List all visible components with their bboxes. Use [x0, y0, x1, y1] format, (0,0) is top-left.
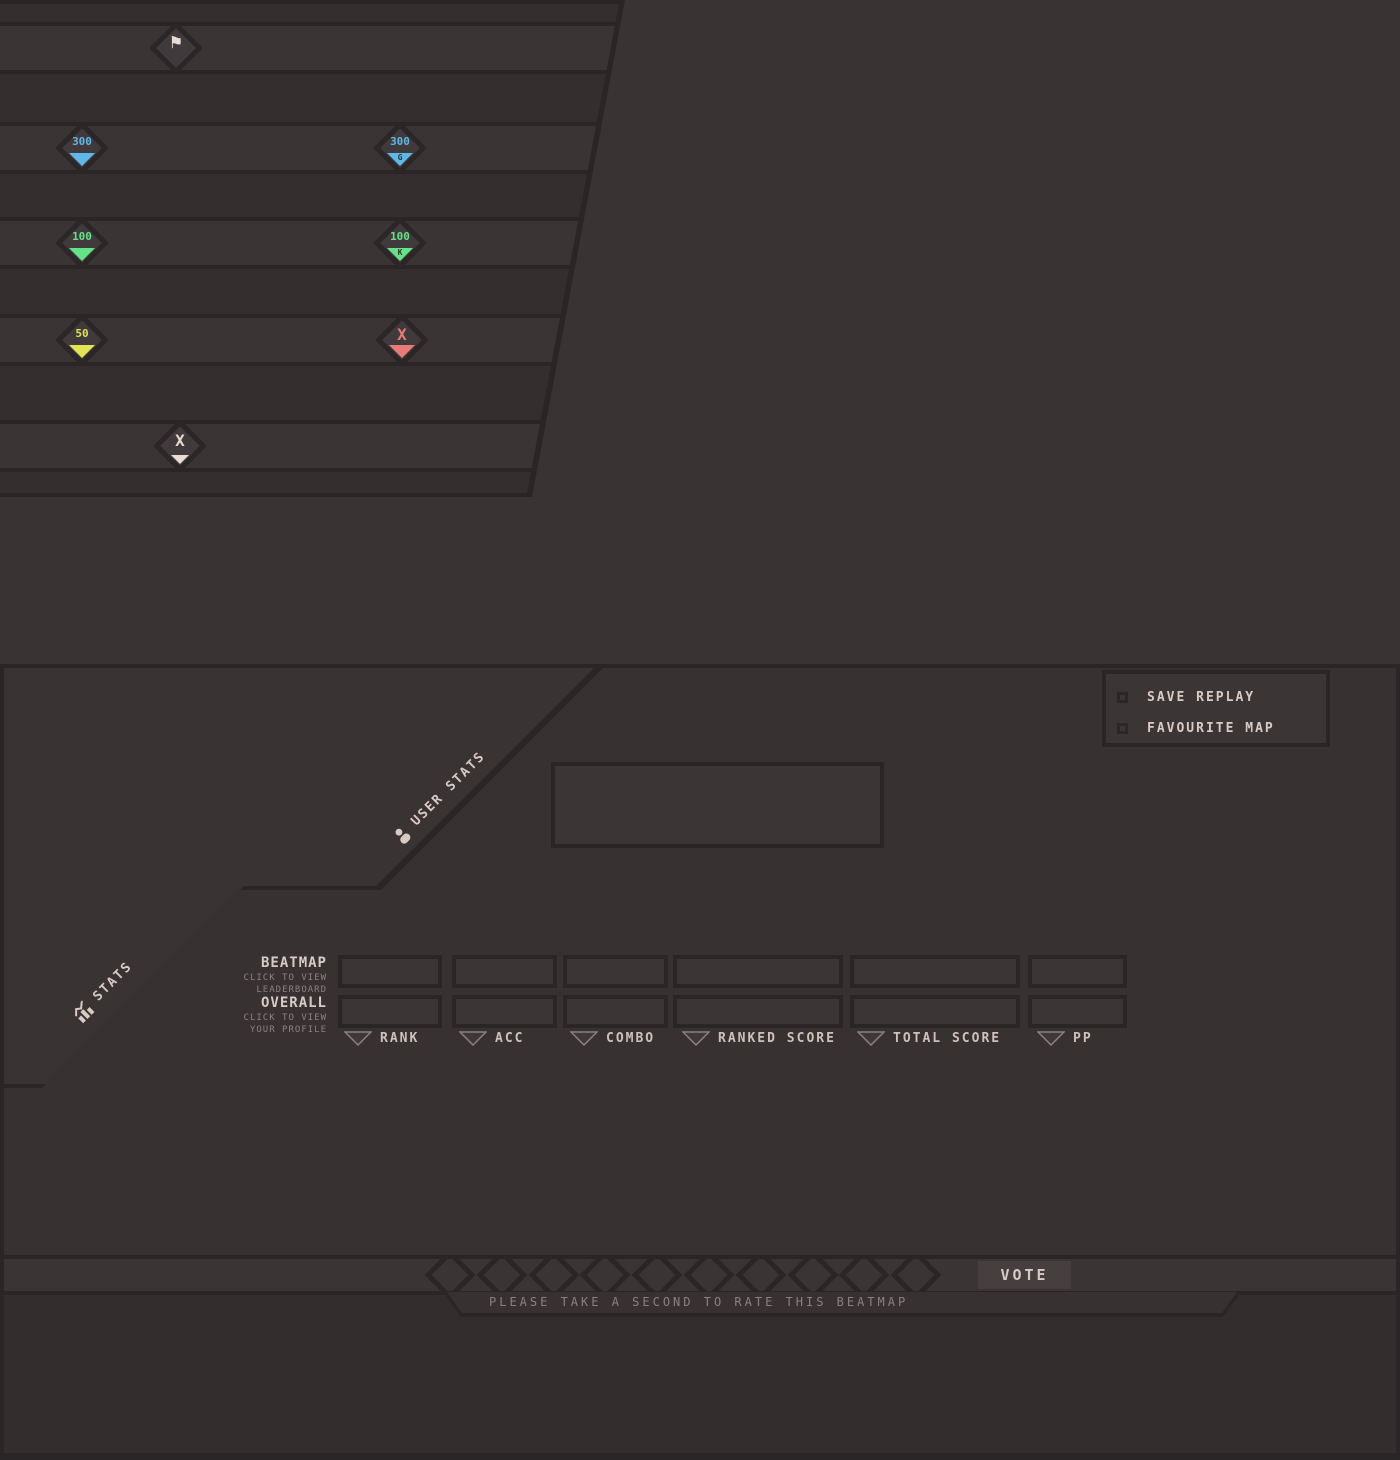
overall-ranked-score-cell	[673, 995, 843, 1028]
hit-300-label: 300	[72, 135, 92, 148]
vote-star-diamond[interactable]	[735, 1259, 787, 1291]
overall-acc-cell	[452, 995, 557, 1028]
beatmap-ranked-score-cell	[673, 955, 843, 988]
slider-break-diamond: X	[152, 418, 208, 478]
diamond-shape	[55, 313, 109, 367]
overall-rank-cell	[338, 995, 442, 1028]
overall-combo-cell	[563, 995, 668, 1028]
bottom-band	[4, 1295, 1396, 1453]
vote-star-diamond[interactable]	[838, 1259, 890, 1291]
user-stats-section-label: USER STATS	[391, 700, 537, 846]
person-icon	[391, 824, 414, 847]
vote-star-diamond[interactable]	[683, 1259, 735, 1291]
overall-pp-cell	[1028, 995, 1127, 1028]
vote-star-diamond[interactable]	[579, 1259, 631, 1291]
hit-300-marker	[69, 153, 95, 166]
save-replay-label: SAVE REPLAY	[1147, 690, 1256, 705]
favourite-map-button[interactable]: FAVOURITE MAP	[1117, 713, 1326, 744]
beatmap-title: BEATMAP	[260, 955, 327, 971]
hit-50-marker	[69, 345, 95, 358]
column-pp: PP	[1037, 1030, 1093, 1046]
beatmap-total-score-cell	[850, 955, 1020, 988]
vote-star-diamond[interactable]	[424, 1259, 476, 1291]
diamond-shape	[55, 121, 109, 175]
hit-100-label: 100	[72, 230, 92, 243]
chevron-down-icon	[682, 1030, 710, 1046]
column-rank: RANK	[344, 1030, 419, 1046]
vote-star-diamond[interactable]	[890, 1259, 942, 1291]
beatmap-pp-cell	[1028, 955, 1127, 988]
slider-break-marker	[171, 455, 189, 464]
slider-break-label: X	[175, 431, 185, 450]
beatmap-acc-cell	[452, 955, 557, 988]
column-combo: COMBO	[570, 1030, 655, 1046]
action-panel: SAVE REPLAY FAVOURITE MAP	[1102, 670, 1330, 747]
vote-star-diamond[interactable]	[476, 1259, 528, 1291]
vote-stars	[4, 1259, 1396, 1291]
overall-total-score-cell	[850, 995, 1020, 1028]
chevron-down-icon	[459, 1030, 487, 1046]
rate-prompt-text: PLEASE TAKE A SECOND TO RATE THIS BEATMA…	[447, 1292, 1237, 1313]
user-box	[551, 762, 884, 848]
column-total-score: TOTAL SCORE	[857, 1030, 1001, 1046]
favourite-map-checkbox-icon	[1117, 723, 1128, 734]
stats-section: USER STATS STATS	[0, 664, 1400, 1460]
column-acc: ACC	[459, 1030, 524, 1046]
column-ranked-score: RANKED SCORE	[682, 1030, 836, 1046]
stats-section-label: STATS	[70, 913, 181, 1024]
diamond-shape	[55, 216, 109, 270]
bar-chart-icon	[70, 999, 95, 1024]
hit-100k-marker	[387, 248, 413, 261]
miss-diamond: X	[374, 312, 430, 372]
vote-button[interactable]: VOTE	[978, 1261, 1071, 1289]
flag-icon: ⚑	[170, 31, 182, 53]
diamond-shape	[373, 121, 427, 175]
hit-300g-label: 300	[390, 135, 410, 148]
stats-section-inner: USER STATS STATS	[4, 668, 1396, 1453]
overall-row-label[interactable]: OVERALL CLICK TO VIEW YOUR PROFILE	[164, 995, 327, 1036]
beatmap-subtitle: CLICK TO VIEW LEADERBOARD	[243, 973, 327, 995]
divider-line	[4, 1255, 1396, 1259]
vote-star-diamond[interactable]	[787, 1259, 839, 1291]
hit-300-diamond: 300	[54, 120, 110, 180]
hit-100k-label: 100	[390, 230, 410, 243]
hit-100-marker	[69, 248, 95, 261]
save-replay-button[interactable]: SAVE REPLAY	[1117, 682, 1326, 713]
chevron-down-icon	[570, 1030, 598, 1046]
hit-100k-suffix: K	[397, 248, 403, 257]
beatmap-row-label[interactable]: BEATMAP CLICK TO VIEW LEADERBOARD	[164, 955, 327, 996]
max-combo-diamond: ⚑	[148, 20, 204, 80]
vote-star-diamond[interactable]	[631, 1259, 683, 1291]
hit-100k-diamond: 100 K	[372, 215, 428, 275]
rate-prompt-banner: PLEASE TAKE A SECOND TO RATE THIS BEATMA…	[443, 1292, 1241, 1317]
miss-label: X	[397, 325, 407, 344]
overall-title: OVERALL	[260, 995, 327, 1011]
favourite-map-label: FAVOURITE MAP	[1147, 721, 1275, 736]
diamond-shape	[373, 216, 427, 270]
hit-300g-suffix: G	[397, 153, 403, 162]
miss-marker	[389, 345, 415, 358]
hit-50-label: 50	[75, 327, 89, 340]
hit-300g-marker	[387, 153, 413, 166]
hit-100-diamond: 100	[54, 215, 110, 275]
beatmap-rank-cell	[338, 955, 442, 988]
hit-judgment-panel: ⚑ 300 300 G 100 100 K	[0, 0, 625, 497]
save-replay-checkbox-icon	[1117, 692, 1128, 703]
overall-subtitle: CLICK TO VIEW YOUR PROFILE	[243, 1013, 327, 1035]
chevron-down-icon	[1037, 1030, 1065, 1046]
hit-300g-diamond: 300 G	[372, 120, 428, 180]
vote-star-diamond[interactable]	[528, 1259, 580, 1291]
chevron-down-icon	[344, 1030, 372, 1046]
chevron-down-icon	[857, 1030, 885, 1046]
beatmap-combo-cell	[563, 955, 668, 988]
hit-50-diamond: 50	[54, 312, 110, 372]
